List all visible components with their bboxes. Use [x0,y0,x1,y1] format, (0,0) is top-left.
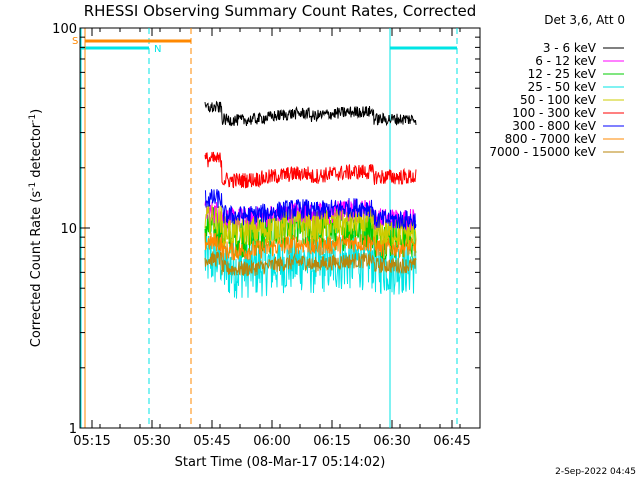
chart-title: RHESSI Observing Summary Count Rates, Co… [84,2,477,20]
ticks-layer: 05:15 05:30 05:45 06:00 06:15 06:30 06:45 1 10 10… [52,22,481,449]
legend-entry-label: 800 - 7000 keV [505,132,597,146]
y-tick-label: 1 [69,422,77,437]
legend-entry-label: 6 - 12 keV [535,54,597,68]
series-line [204,199,417,233]
series-line [204,151,417,189]
footer-date: 2-Sep-2022 04:45 [555,467,636,477]
x-tick-label: 06:30 [373,434,410,449]
legend-entry-label: 100 - 300 keV [512,106,596,120]
legend-entry-label: 25 - 50 keV [528,80,597,94]
x-tick-label: 06:15 [313,434,350,449]
legend-entry-label: 12 - 25 keV [528,67,597,81]
y-axis-label: Corrected Count Rate (s-1 detector-1) [28,109,44,347]
x-tick-label: 05:15 [73,434,110,449]
legend-entry-label: 3 - 6 keV [543,41,597,55]
legend-entry-label: 7000 - 15000 keV [489,145,596,159]
night-flag-label: N [154,44,161,55]
legend-entry-label: 50 - 100 keV [520,93,597,107]
series-line [204,229,417,299]
legend-entry-label: 300 - 800 keV [512,119,596,133]
saa-flag-label: S [72,36,78,47]
series-line [204,100,417,127]
x-tick-label: 06:45 [433,434,470,449]
x-tick-label: 05:45 [193,434,230,449]
y-tick-label: 10 [60,222,77,237]
series-layer [204,100,417,299]
x-axis-label: Start Time (08-Mar-17 05:14:02) [175,455,386,470]
legend-title: Det 3,6, Att 0 [544,13,625,27]
x-tick-label: 05:30 [133,434,170,449]
x-tick-label: 06:00 [253,434,290,449]
series-line [204,250,417,277]
y-tick-label: 100 [52,22,77,37]
series-line [204,189,417,230]
